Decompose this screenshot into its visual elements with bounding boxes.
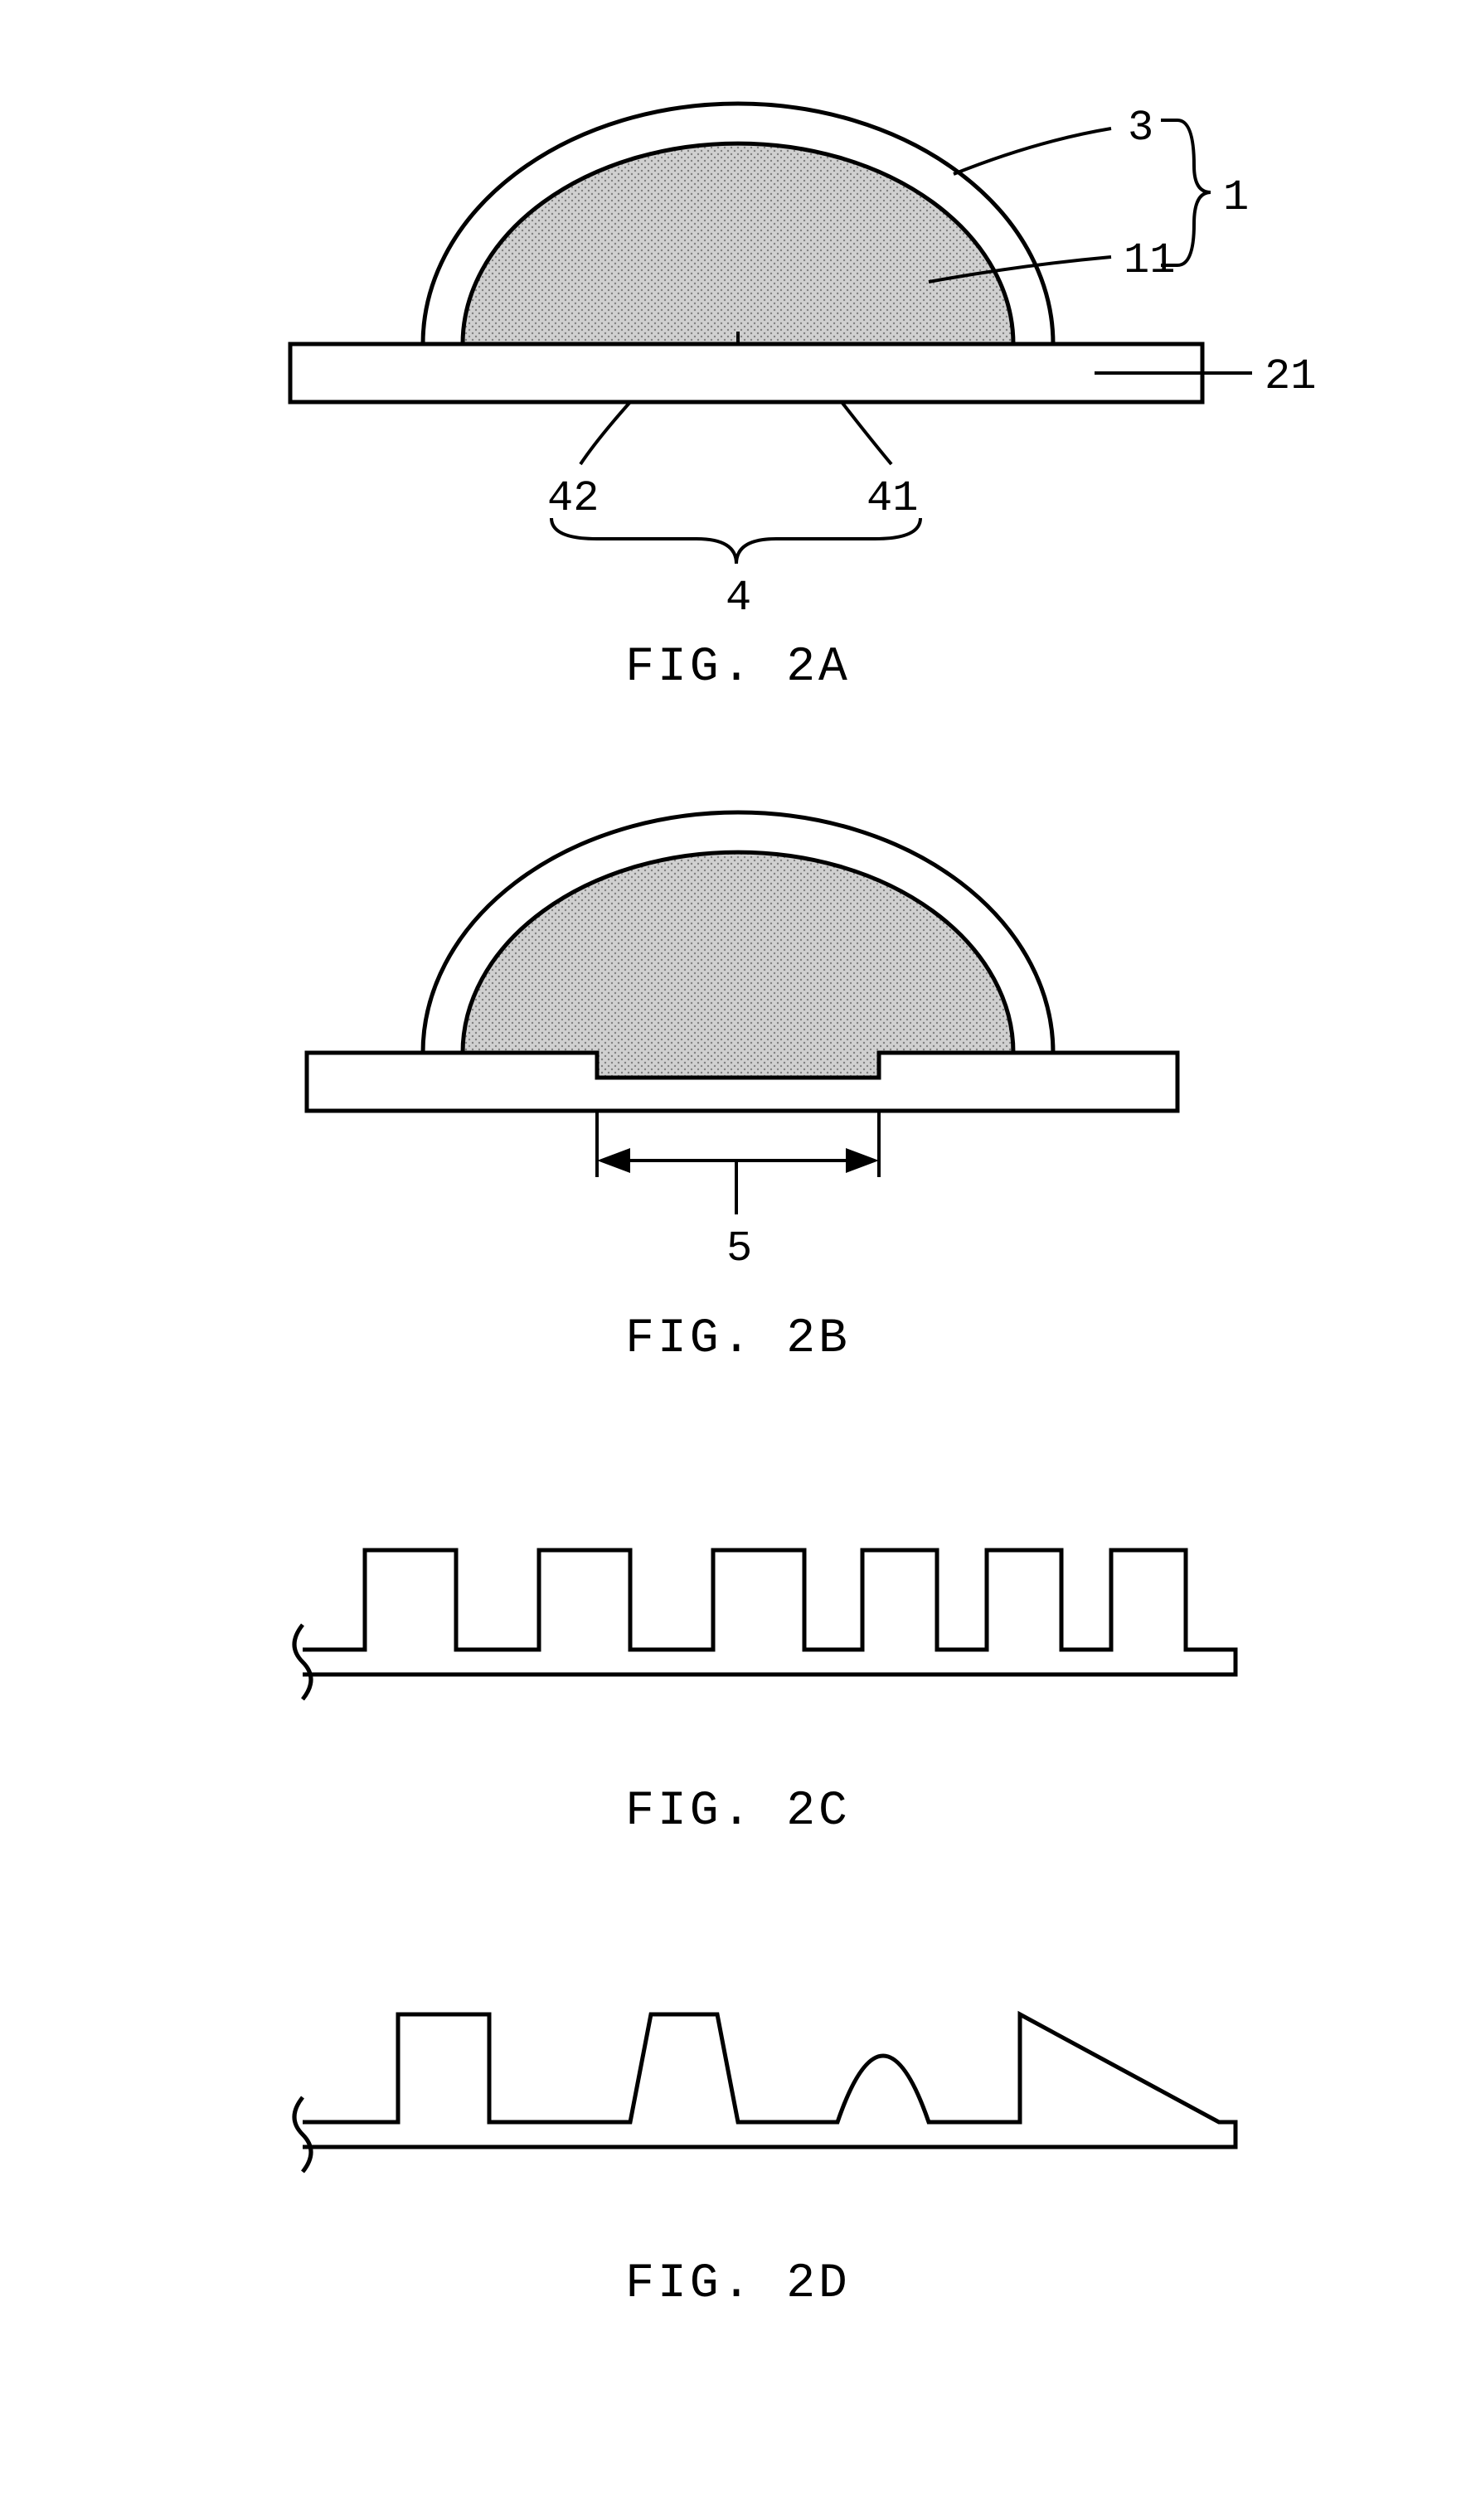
fig-2a: 3 1 11 21 42 41 4 FIG. 2A: [290, 104, 1316, 695]
label-21: 21: [1265, 352, 1316, 401]
leader-3: [954, 128, 1111, 174]
brace-4: [551, 518, 920, 564]
label-4: 4: [726, 574, 751, 623]
substrate: [290, 344, 1202, 402]
break-c: [294, 1625, 311, 1699]
inner-dome-b: [463, 852, 1013, 1078]
dim-arrow-r: [846, 1148, 879, 1173]
caption-2c: FIG. 2C: [625, 1785, 851, 1839]
label-11: 11: [1124, 236, 1175, 285]
page: 3 1 11 21 42 41 4 FIG. 2A 5 FIG. 2B: [0, 0, 1471, 2520]
label-1: 1: [1223, 173, 1249, 222]
leader-41: [842, 402, 891, 464]
label-41: 41: [867, 474, 918, 523]
label-5: 5: [726, 1224, 752, 1273]
caption-2d: FIG. 2D: [625, 2257, 851, 2311]
fig-2d: FIG. 2D: [294, 2014, 1236, 2311]
diagram-svg: 3 1 11 21 42 41 4 FIG. 2A 5 FIG. 2B: [0, 0, 1471, 2520]
break-d: [294, 2097, 311, 2172]
fig-2c: FIG. 2C: [294, 1550, 1236, 1839]
leader-42: [580, 402, 630, 464]
comb-c: [303, 1550, 1236, 1674]
fig-2b: 5 FIG. 2B: [307, 812, 1177, 1366]
caption-2b: FIG. 2B: [625, 1312, 851, 1366]
label-42: 42: [547, 474, 599, 523]
label-3: 3: [1128, 104, 1153, 153]
caption-2a: FIG. 2A: [625, 641, 851, 695]
inner-dome: [463, 143, 1013, 344]
dim-arrow-l: [597, 1148, 630, 1173]
profile-d: [303, 2014, 1236, 2147]
